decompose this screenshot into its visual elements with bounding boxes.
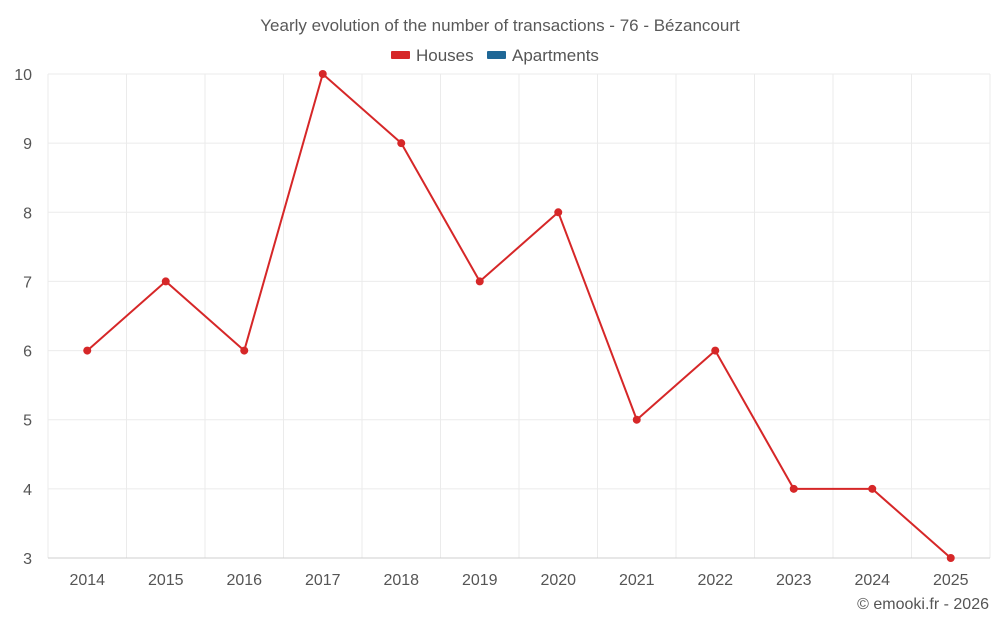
x-tick-label: 2016	[226, 572, 262, 589]
x-tick-label: 2015	[148, 572, 184, 589]
data-point	[554, 208, 563, 217]
y-tick-labels: 3 4 5 6 7 8 9 10	[14, 67, 32, 568]
x-tick-label: 2023	[776, 572, 812, 589]
y-tick-label: 6	[23, 344, 32, 361]
y-tick-label: 7	[23, 274, 32, 291]
data-point	[475, 277, 484, 286]
data-point	[397, 139, 406, 148]
data-point	[240, 346, 249, 355]
data-point	[632, 415, 641, 424]
x-tick-label: 2021	[619, 572, 655, 589]
x-tick-label: 2019	[462, 572, 498, 589]
legend-swatch-apartments	[487, 51, 506, 59]
y-tick-label: 3	[23, 551, 32, 568]
legend: Houses Apartments	[391, 46, 599, 65]
data-point	[318, 70, 327, 78]
y-tick-label: 5	[23, 413, 32, 430]
x-tick-label: 2018	[383, 572, 419, 589]
data-point	[161, 277, 170, 286]
data-point	[868, 484, 877, 493]
y-tick-label: 8	[23, 205, 32, 222]
x-tick-labels: 2014 2015 2016 2017 2018 2019 2020 2021 2022 2023…	[69, 572, 968, 589]
x-tick-label: 2020	[540, 572, 576, 589]
data-point	[83, 346, 92, 355]
legend-label-houses: Houses	[416, 46, 474, 65]
credit-text: © emooki.fr - 2026	[857, 596, 989, 613]
series-group	[83, 70, 955, 562]
legend-swatch-houses	[391, 51, 410, 59]
data-point	[789, 484, 798, 493]
x-tick-label: 2022	[697, 572, 733, 589]
x-tick-label: 2025	[933, 572, 969, 589]
x-tick-label: 2014	[69, 572, 105, 589]
y-tick-label: 9	[23, 136, 32, 153]
data-point	[711, 346, 720, 355]
chart-title: Yearly evolution of the number of transa…	[260, 16, 740, 35]
series-line-houses	[86, 73, 952, 559]
x-gridlines	[47, 74, 991, 558]
y-tick-label: 10	[14, 67, 32, 84]
data-point	[946, 554, 955, 562]
legend-label-apartments: Apartments	[512, 46, 599, 65]
x-tick-label: 2017	[305, 572, 341, 589]
y-tick-label: 4	[23, 482, 32, 499]
x-tick-label: 2024	[854, 572, 890, 589]
